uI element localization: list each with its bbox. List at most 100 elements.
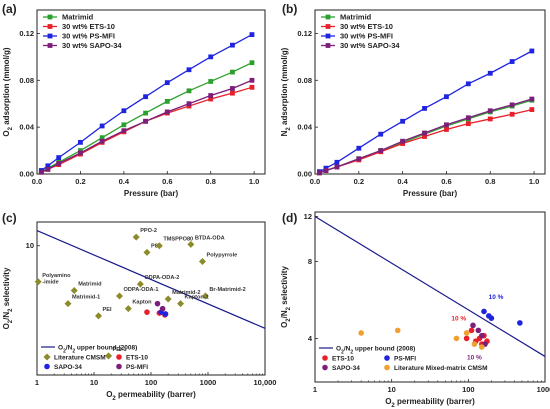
point-label-line: Matrimid-2: [172, 290, 200, 296]
legend-marker: [384, 364, 390, 371]
data-point: [34, 278, 42, 286]
data-point: [230, 90, 235, 96]
data-point: [99, 135, 105, 141]
point-label-line: -imide: [42, 279, 58, 285]
x-axis-label-rest: permeability (barrer): [116, 390, 196, 399]
point-label-line: ODPA-ODA-2: [144, 275, 179, 281]
data-point: [78, 150, 83, 156]
legend-marker: [116, 354, 122, 360]
data-point: [471, 341, 478, 347]
y-tick-label: 0.04: [297, 123, 312, 132]
data-point: [488, 315, 495, 321]
series-line: [41, 62, 253, 173]
y-tick-label: 0.04: [19, 123, 34, 132]
data-point: [230, 86, 235, 91]
plot-frame: [314, 9, 546, 175]
data-point: [132, 233, 140, 241]
series-3: [316, 96, 535, 176]
series-line: [40, 34, 253, 172]
data-point: [121, 128, 127, 134]
data-point: [470, 322, 476, 329]
x-axis-label: Pressure (bar): [124, 189, 179, 198]
legend-label-sub2: 2: [350, 349, 353, 355]
legend-label-mid: /N: [344, 345, 351, 352]
point-label-line: PPO-2: [140, 228, 157, 234]
annotation: 10 %: [489, 294, 504, 301]
y-axis-label: N2 adsorption (mmol/g): [280, 47, 292, 136]
legend-label: PS-MFI: [394, 355, 416, 362]
point-label: Br-Matrimid-2: [209, 287, 245, 293]
series-line: [41, 86, 253, 173]
point-label-line: Kapton: [132, 300, 152, 306]
data-point: [164, 295, 172, 303]
x-tick-label: 10,000: [254, 378, 277, 387]
series-1: [316, 107, 535, 176]
data-point: [356, 156, 362, 162]
x-tick-label: 100: [145, 378, 158, 387]
point-label-line: P84: [151, 243, 162, 249]
data-point: [187, 240, 195, 248]
legend-label-mid: /N: [66, 344, 73, 351]
data-point: [78, 139, 83, 145]
x-axis-label: O2 permeability (barrer): [106, 390, 196, 402]
y-axis-label-sub2: 2: [286, 306, 292, 310]
panel-1: (b) 0.0 0.2 0.4 0.6 0.8 1.0 0.00 0.04 0.08 0.12 Pre…: [280, 2, 546, 198]
series-2: [470, 322, 488, 347]
data-point: [378, 148, 384, 153]
data-point: [529, 107, 535, 112]
x-axis-label-rest: permeability (barrer): [395, 397, 475, 406]
x-tick-label: 0.2: [354, 177, 364, 186]
data-point: [164, 109, 170, 115]
legend-label-sub: 2: [63, 348, 66, 354]
data-point: [115, 292, 123, 300]
y-tick-label: 0.12: [297, 29, 312, 38]
data-point: [509, 59, 515, 64]
data-point: [394, 327, 401, 334]
data-point: [422, 130, 427, 136]
panel-label: (a): [2, 2, 17, 16]
legend: O2/N2 upper bound (2008)ETS-10 PS-MFISAPO…: [319, 345, 488, 372]
legend: O2/N2 upper bound (2008)Literature CMSM E…: [41, 344, 148, 371]
y-axis-label-sub: 2: [286, 127, 292, 131]
x-tick-label: 10: [90, 378, 98, 387]
legend-marker: [322, 364, 328, 371]
data-point: [159, 305, 166, 312]
x-axis-label-sub: 2: [112, 396, 116, 402]
legend-label-rest: upper bound (2008): [353, 345, 415, 352]
legend-label: SAPO-34: [54, 364, 82, 371]
data-point: [164, 80, 170, 86]
data-point: [105, 352, 113, 360]
point-label: Polyamino -imide: [42, 273, 71, 286]
data-point: [70, 287, 78, 295]
y-tick-label: 12: [304, 212, 312, 221]
data-point: [400, 118, 406, 124]
point-label-line: Br-Matrimid-2: [209, 287, 245, 293]
data-point: [529, 48, 535, 54]
legend-label: 30 wt% ETS-10: [62, 22, 115, 31]
point-label: Matrimid: [78, 282, 102, 288]
data-point: [208, 96, 214, 102]
annotation: 10 %: [451, 316, 466, 323]
data-point: [356, 145, 362, 151]
legend-marker: [325, 24, 331, 29]
upper-bound-line: [314, 216, 546, 357]
legend-label: 30 wt% SAPO-34: [62, 41, 122, 50]
legend-marker: [325, 33, 331, 39]
panel-label: (c): [2, 211, 17, 225]
data-point: [186, 101, 192, 107]
x-tick-label: 1000: [200, 378, 217, 387]
data-point: [487, 116, 493, 122]
data-point: [509, 111, 515, 117]
legend-marker: [47, 24, 53, 29]
y-axis-label-sub2: 2: [8, 308, 14, 312]
y-axis-label-text: O: [280, 322, 289, 328]
legend-marker: [47, 43, 53, 48]
data-point: [323, 168, 329, 173]
legend-marker: [43, 353, 51, 361]
data-point: [56, 161, 62, 166]
data-point: [249, 60, 255, 66]
point-label: Kapton-1: [185, 295, 209, 301]
series-3: [38, 77, 255, 175]
